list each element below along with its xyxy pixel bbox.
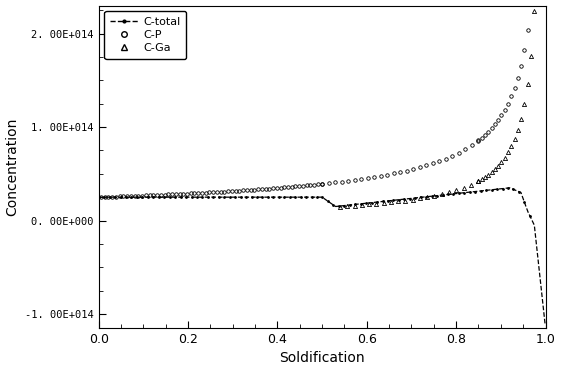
C-Ga xyxy=(380,201,387,205)
Line: C-Ga: C-Ga xyxy=(338,9,536,209)
C-Ga xyxy=(344,204,351,208)
C-Ga xyxy=(502,155,508,160)
C-Ga xyxy=(358,203,365,207)
C-Ga xyxy=(431,194,438,198)
C-Ga xyxy=(337,204,343,209)
C-Ga xyxy=(410,197,416,202)
C-P xyxy=(318,182,325,186)
C-Ga xyxy=(460,186,467,190)
Line: C-P: C-P xyxy=(99,0,536,199)
C-Ga xyxy=(417,196,424,201)
C-Ga xyxy=(373,201,380,206)
C-Ga xyxy=(511,137,518,141)
C-P xyxy=(98,195,104,199)
C-Ga xyxy=(453,188,459,192)
C-Ga xyxy=(525,82,531,86)
C-Ga xyxy=(445,190,452,194)
C-Ga xyxy=(366,202,373,207)
C-Ga xyxy=(485,173,491,177)
C-Ga xyxy=(495,164,502,168)
C-Ga xyxy=(438,192,445,196)
C-Ga xyxy=(467,183,474,187)
C-P xyxy=(498,113,505,117)
C-Ga xyxy=(514,128,521,132)
C-Ga xyxy=(521,102,528,106)
C-P xyxy=(502,108,508,112)
C-Ga xyxy=(531,9,537,14)
C-Ga xyxy=(424,195,430,199)
C-Ga xyxy=(395,199,402,204)
C-Ga xyxy=(388,200,394,204)
C-P xyxy=(491,122,498,127)
Legend: C-total, C-P, C-Ga: C-total, C-P, C-Ga xyxy=(104,11,186,59)
C-Ga xyxy=(351,203,358,208)
C-P xyxy=(203,190,209,195)
Y-axis label: Concentration: Concentration xyxy=(6,118,20,216)
C-Ga xyxy=(475,179,481,183)
C-Ga xyxy=(505,150,512,155)
C-Ga xyxy=(508,144,514,149)
C-Ga xyxy=(482,175,489,179)
C-Ga xyxy=(475,179,482,183)
C-Ga xyxy=(402,198,409,203)
C-Ga xyxy=(479,177,485,181)
X-axis label: Soldification: Soldification xyxy=(279,351,365,365)
C-Ga xyxy=(498,160,505,164)
C-Ga xyxy=(491,167,498,171)
C-Ga xyxy=(518,116,525,121)
C-Ga xyxy=(488,170,495,174)
C-P xyxy=(508,94,514,99)
C-Ga xyxy=(528,54,535,58)
